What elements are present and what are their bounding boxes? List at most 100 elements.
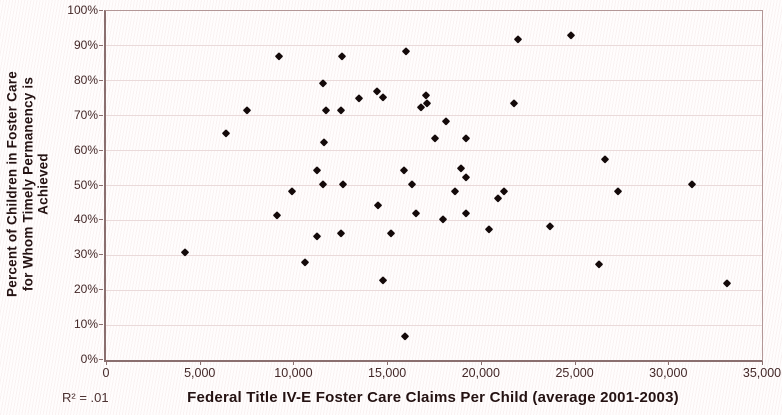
data-point [273, 211, 282, 220]
x-tick-mark [574, 361, 576, 365]
gridline [106, 115, 762, 117]
y-tick-mark [99, 149, 103, 151]
x-tick-mark [480, 361, 482, 365]
gridline [106, 150, 762, 152]
data-point [337, 228, 346, 237]
data-point [337, 106, 346, 115]
x-tick-label: 25,000 [555, 366, 594, 380]
x-tick-label: 35,000 [742, 366, 782, 380]
x-tick-label: 5,000 [184, 366, 216, 380]
data-point [457, 164, 466, 172]
data-point [461, 209, 470, 218]
data-point [373, 200, 382, 209]
data-point [287, 186, 296, 195]
data-point [450, 186, 459, 195]
data-point [687, 179, 696, 188]
x-tick-label: 0 [102, 366, 110, 380]
gridline [106, 45, 762, 47]
data-point [412, 209, 421, 218]
y-tick-label: 80% [73, 72, 98, 87]
y-tick-mark [99, 324, 103, 326]
r-squared-annotation: R² = .01 [62, 390, 109, 405]
data-point [421, 90, 430, 99]
plot-area [104, 10, 763, 362]
data-point [493, 193, 502, 202]
y-tick-mark [99, 44, 103, 46]
gridline [106, 80, 762, 82]
gridline [106, 324, 762, 326]
y-tick-label: 10% [73, 317, 98, 332]
x-tick-label: 30,000 [649, 366, 688, 380]
data-point [401, 331, 409, 340]
data-point [379, 92, 388, 101]
data-point [387, 228, 395, 237]
y-tick-label: 30% [73, 247, 98, 262]
y-tick-label: 40% [73, 212, 98, 227]
data-point [312, 232, 321, 240]
data-point [723, 279, 732, 288]
y-tick-mark [99, 10, 103, 11]
data-point [338, 52, 347, 61]
data-point [400, 165, 408, 174]
x-axis-title: Federal Title IV-E Foster Care Claims Pe… [187, 389, 679, 406]
x-tick-mark [106, 361, 107, 365]
data-point [372, 87, 381, 96]
data-point [355, 94, 363, 103]
data-point [461, 134, 470, 143]
data-point [485, 225, 494, 234]
data-point [461, 172, 470, 181]
y-tick-label: 90% [73, 37, 98, 52]
y-tick-mark [99, 254, 103, 256]
data-point [600, 155, 609, 164]
y-tick-mark [99, 359, 103, 360]
x-tick-mark [668, 361, 670, 365]
data-point [401, 47, 410, 56]
y-tick-mark [99, 79, 103, 81]
data-point [275, 52, 284, 61]
data-point [566, 31, 575, 40]
data-point [431, 134, 439, 143]
data-point [319, 179, 328, 188]
y-tick-label: 20% [73, 282, 98, 297]
y-tick-mark [99, 184, 103, 186]
data-point [439, 214, 448, 223]
data-point [320, 137, 329, 146]
gridline [106, 254, 762, 256]
data-point [322, 106, 331, 115]
data-point [339, 179, 347, 188]
data-point [546, 221, 555, 230]
x-tick-label: 20,000 [461, 366, 500, 380]
gridline [106, 289, 762, 291]
y-axis-title-line-2: for Whom Timely Permanency is [20, 76, 35, 292]
gridline [106, 219, 762, 221]
x-tick-mark [762, 361, 763, 365]
data-point [312, 165, 321, 174]
y-tick-label: 100% [67, 3, 98, 17]
y-axis-title-line-1: Percent of Children in Foster Care [4, 71, 20, 297]
data-point [222, 129, 230, 138]
data-point [242, 106, 251, 115]
y-tick-mark [99, 219, 103, 221]
data-point [300, 258, 309, 267]
y-tick-mark [99, 289, 103, 291]
x-tick-mark [293, 361, 295, 365]
x-tick-label: 15,000 [368, 366, 407, 380]
y-tick-label: 0% [80, 352, 98, 366]
data-point [514, 35, 523, 43]
data-point [442, 117, 451, 125]
y-tick-mark [99, 114, 103, 116]
data-point [500, 186, 509, 195]
data-point [595, 260, 603, 268]
data-point [509, 99, 518, 108]
y-tick-label: 60% [73, 142, 98, 157]
x-tick-mark [199, 361, 201, 365]
data-point [379, 275, 388, 284]
y-tick-label: 50% [73, 177, 98, 192]
x-tick-mark [387, 361, 389, 365]
y-tick-label: 70% [73, 107, 98, 122]
data-point [613, 186, 622, 195]
data-point [407, 179, 416, 188]
x-tick-label: 10,000 [274, 366, 313, 380]
gridline [106, 185, 762, 186]
